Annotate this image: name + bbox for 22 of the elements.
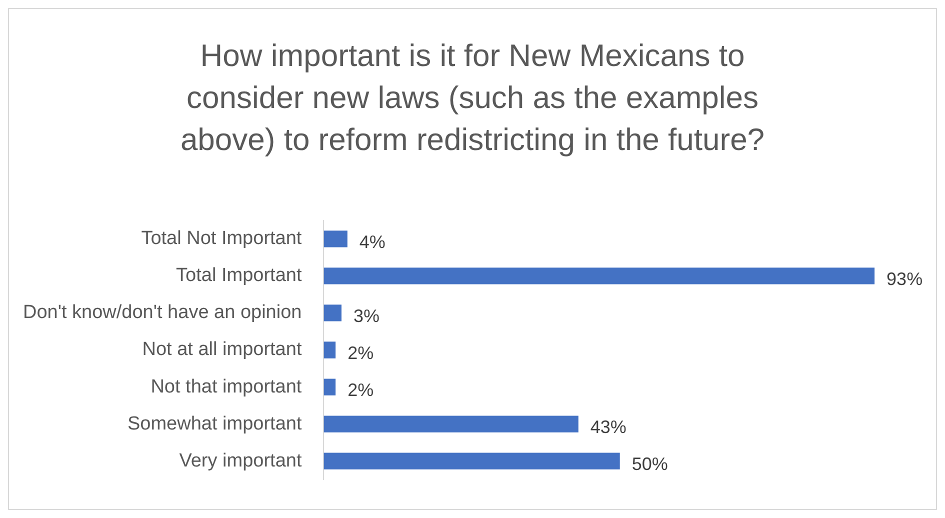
- data-label: 4%: [359, 232, 386, 252]
- bar: [324, 452, 620, 470]
- chart-title: How important is it for New Mexicans to consider new laws (such as the examples above) to reform redistricting in the future?: [179, 37, 766, 159]
- y-tick-label: Very important: [179, 450, 302, 472]
- data-label: 2%: [348, 380, 374, 400]
- y-tick-label: Not at all important: [142, 339, 302, 360]
- y-tick-label: Not that important: [150, 376, 302, 398]
- data-label: 50%: [632, 454, 668, 474]
- bar: [324, 416, 578, 432]
- data-label: 2%: [348, 342, 374, 363]
- y-tick-label: Somewhat important: [127, 413, 302, 434]
- y-tick-label: Don't know/don't have an opinion: [22, 302, 302, 324]
- data-label: 93%: [886, 268, 923, 289]
- y-tick-label: Total Important: [176, 265, 302, 286]
- bar: [324, 378, 336, 396]
- bar: [324, 304, 342, 322]
- data-label: 43%: [590, 417, 626, 438]
- data-label: 3%: [353, 306, 380, 326]
- bar: [324, 268, 875, 284]
- bar: [324, 342, 336, 358]
- y-tick-label: Total Not Important: [141, 228, 302, 250]
- bar: [324, 230, 348, 248]
